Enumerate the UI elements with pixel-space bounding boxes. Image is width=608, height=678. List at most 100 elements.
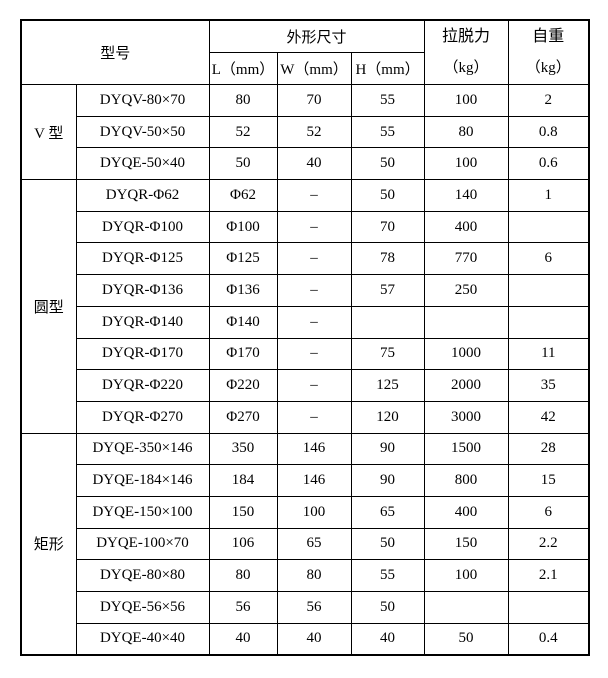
width-cell: 146 bbox=[276, 432, 352, 466]
table-row: 矩形 DYQE-350×146 350 146 90 1500 28 bbox=[20, 432, 590, 656]
weight-cell bbox=[507, 591, 590, 624]
width-cell: – bbox=[276, 369, 352, 402]
height-cell: 90 bbox=[350, 432, 425, 466]
group-label: 圆型 bbox=[20, 179, 77, 434]
table-row: DYQV-50×50 52 52 55 80 0.8 bbox=[21, 115, 590, 149]
table-row: DYQR-Φ136 Φ136–57 250 bbox=[21, 274, 590, 307]
model-cell: DYQR-Φ270 bbox=[75, 400, 210, 434]
weight-cell: 2.2 bbox=[507, 527, 590, 561]
length-cell: Φ136 bbox=[208, 274, 278, 307]
pull-force-cell: 3000 bbox=[423, 400, 509, 434]
length-cell: Φ220 bbox=[208, 369, 278, 402]
header-row-2: L（mm） W（mm） H（mm） bbox=[21, 51, 589, 86]
table-row: DYQR-Φ125 Φ125–78 770 6 bbox=[21, 242, 590, 276]
pull-force-cell: 50 bbox=[423, 622, 509, 656]
weight-cell: 28 bbox=[507, 432, 590, 466]
weight-cell: 6 bbox=[507, 495, 590, 529]
pull-force-cell: 400 bbox=[423, 210, 509, 244]
pull-force-cell: 250 bbox=[423, 274, 509, 307]
length-cell: 80 bbox=[208, 84, 278, 117]
table-row: DYQE-50×40 50 40 50 100 0.6 bbox=[21, 147, 590, 181]
model-cell: DYQR-Φ100 bbox=[75, 210, 210, 244]
pull-force-cell: 150 bbox=[423, 527, 509, 561]
group-label: V 型 bbox=[20, 83, 77, 181]
length-cell: 52 bbox=[208, 115, 278, 149]
pull-force-cell: 100 bbox=[423, 147, 509, 181]
length-cell: Φ125 bbox=[208, 242, 278, 276]
weight-cell: 0.8 bbox=[507, 115, 590, 149]
pull-force-cell: 2000 bbox=[423, 369, 509, 402]
table-row: DYQR-Φ220 Φ220–125 2000 35 bbox=[21, 369, 590, 402]
width-cell: 146 bbox=[276, 464, 352, 497]
model-cell: DYQE-50×40 bbox=[75, 147, 210, 181]
header-pull-force: 拉脱力 （kg） bbox=[423, 19, 509, 85]
length-cell: 56 bbox=[208, 591, 278, 624]
pull-force-cell bbox=[423, 305, 509, 339]
weight-cell: 42 bbox=[507, 400, 590, 434]
table-row: DYQR-Φ100 Φ100–70 400 bbox=[21, 210, 590, 244]
model-cell: DYQV-80×70 bbox=[75, 84, 210, 117]
table-row: DYQR-Φ170 Φ170–75 1000 11 bbox=[21, 337, 590, 371]
height-cell: 78 bbox=[350, 242, 425, 276]
width-cell: – bbox=[276, 179, 352, 212]
width-cell: – bbox=[276, 400, 352, 434]
header-pull-force-unit: （kg） bbox=[443, 59, 489, 76]
pull-force-cell: 100 bbox=[423, 559, 509, 592]
width-cell: 52 bbox=[276, 115, 352, 149]
model-cell: DYQE-56×56 bbox=[75, 591, 210, 624]
length-cell: Φ140 bbox=[208, 305, 278, 339]
weight-cell bbox=[507, 274, 590, 307]
table-row: DYQR-Φ270 Φ270–120 3000 42 bbox=[21, 400, 590, 434]
height-cell bbox=[350, 305, 425, 339]
length-cell: 80 bbox=[208, 559, 278, 592]
weight-cell: 0.4 bbox=[507, 622, 590, 656]
height-cell: 55 bbox=[350, 84, 425, 117]
weight-cell bbox=[507, 305, 590, 339]
length-cell: 106 bbox=[208, 527, 278, 561]
height-cell: 125 bbox=[350, 369, 425, 402]
table-row: DYQR-Φ140 Φ140– bbox=[21, 305, 590, 339]
pull-force-cell: 1000 bbox=[423, 337, 509, 371]
length-cell: 150 bbox=[208, 495, 278, 529]
header-model: 型号 bbox=[20, 19, 210, 85]
header-weight: 自重 （kg） bbox=[507, 19, 590, 85]
pull-force-cell: 800 bbox=[423, 464, 509, 497]
model-cell: DYQR-Φ125 bbox=[75, 242, 210, 276]
table-body: V 型 DYQV-80×70 80 70 55 100 2 DYQV-50×50 52 52 55 8… bbox=[20, 83, 590, 656]
header-height: H（mm） bbox=[350, 51, 425, 86]
length-cell: Φ100 bbox=[208, 210, 278, 244]
pull-force-cell bbox=[423, 591, 509, 624]
pull-force-cell: 1500 bbox=[423, 432, 509, 466]
length-cell: 350 bbox=[208, 432, 278, 466]
table-row: V 型 DYQV-80×70 80 70 55 100 2 bbox=[20, 83, 590, 181]
height-cell: 50 bbox=[350, 527, 425, 561]
height-cell: 40 bbox=[350, 622, 425, 656]
table-row: DYQE-40×40 40 40 40 50 0.4 bbox=[21, 622, 590, 656]
width-cell: 56 bbox=[276, 591, 352, 624]
height-cell: 75 bbox=[350, 337, 425, 371]
height-cell: 55 bbox=[350, 115, 425, 149]
width-cell: 40 bbox=[276, 622, 352, 656]
pull-force-cell: 770 bbox=[423, 242, 509, 276]
model-cell: DYQR-Φ62 bbox=[75, 179, 210, 212]
height-cell: 55 bbox=[350, 559, 425, 592]
group-label: 矩形 bbox=[20, 432, 77, 656]
model-cell: DYQR-Φ140 bbox=[75, 305, 210, 339]
weight-cell: 11 bbox=[507, 337, 590, 371]
header-weight-unit: （kg） bbox=[525, 59, 571, 76]
width-cell: – bbox=[276, 305, 352, 339]
model-cell: DYQR-Φ220 bbox=[75, 369, 210, 402]
model-cell: DYQR-Φ170 bbox=[75, 337, 210, 371]
width-cell: 65 bbox=[276, 527, 352, 561]
weight-cell bbox=[507, 210, 590, 244]
table-row: 圆型 DYQR-Φ62 Φ62–50 140 1 bbox=[20, 179, 590, 434]
header-width: W（mm） bbox=[276, 51, 352, 86]
width-cell: 40 bbox=[276, 147, 352, 181]
height-cell: 70 bbox=[350, 210, 425, 244]
table-row: DYQE-150×100 150 100 65 400 6 bbox=[21, 495, 590, 529]
height-cell: 50 bbox=[350, 147, 425, 181]
header-length: L（mm） bbox=[208, 51, 278, 86]
table-row: DYQE-184×146 184 146 90 800 15 bbox=[21, 464, 590, 497]
pull-force-cell: 100 bbox=[423, 84, 509, 117]
